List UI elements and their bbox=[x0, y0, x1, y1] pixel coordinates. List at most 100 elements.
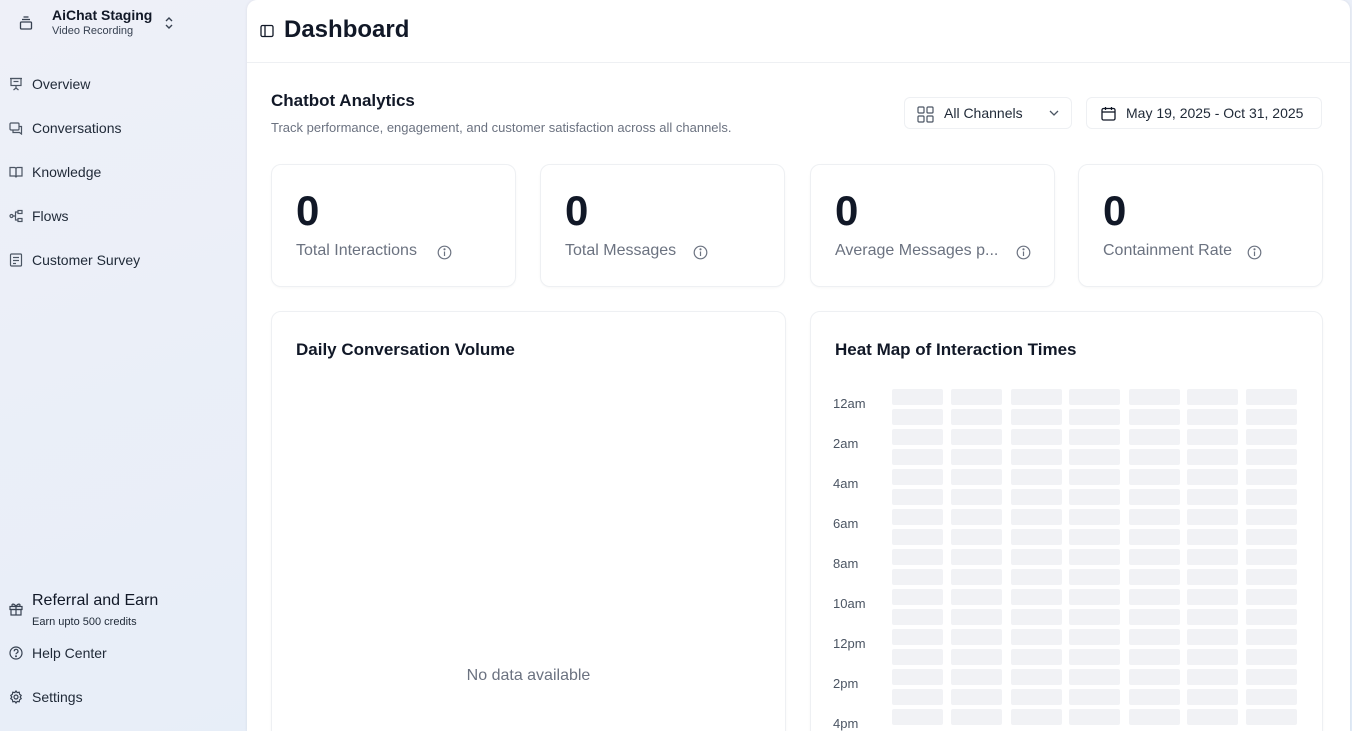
heatmap-cell bbox=[1011, 529, 1062, 545]
heatmap-cell bbox=[1246, 549, 1297, 565]
heatmap-cell bbox=[892, 509, 943, 525]
heatmap-cell bbox=[951, 529, 1002, 545]
heatmap-cell bbox=[1129, 589, 1180, 605]
heatmap-row-label: 12pm bbox=[833, 636, 866, 651]
sidebar-item-conversations[interactable]: Conversations bbox=[0, 110, 247, 146]
heatmap-cell bbox=[892, 609, 943, 625]
heatmap-cell bbox=[1187, 649, 1238, 665]
heatmap-cell bbox=[1246, 709, 1297, 725]
date-range-picker[interactable]: May 19, 2025 - Oct 31, 2025 bbox=[1086, 97, 1322, 129]
heatmap-cell bbox=[1011, 449, 1062, 465]
heatmap-cell bbox=[1187, 669, 1238, 685]
sidebar-item-label: Overview bbox=[32, 76, 91, 92]
heatmap-cell bbox=[1069, 489, 1120, 505]
sidebar-item-overview[interactable]: Overview bbox=[0, 66, 247, 102]
heatmap-cell bbox=[951, 549, 1002, 565]
heatmap-cell bbox=[951, 469, 1002, 485]
presentation-icon bbox=[10, 77, 22, 91]
heatmap-cell bbox=[1129, 549, 1180, 565]
heatmap-cell bbox=[1187, 709, 1238, 725]
heatmap-row-label: 2am bbox=[833, 436, 859, 451]
gear-icon bbox=[9, 690, 23, 704]
heatmap-cell bbox=[1246, 409, 1297, 425]
heatmap-cell bbox=[1129, 649, 1180, 665]
referral-subtitle: Earn upto 500 credits bbox=[32, 616, 137, 628]
heatmap-cell bbox=[1246, 609, 1297, 625]
heatmap-cell bbox=[1011, 569, 1062, 585]
heatmap-cell bbox=[1129, 569, 1180, 585]
heatmap-row-label: 4am bbox=[833, 476, 859, 491]
heatmap-cell bbox=[1246, 569, 1297, 585]
heatmap-row-label: 6am bbox=[833, 516, 859, 531]
stat-card-average-messages: 0 Average Messages p... bbox=[810, 164, 1055, 287]
heatmap-cell bbox=[1129, 509, 1180, 525]
sidebar-item-label: Flows bbox=[32, 208, 69, 224]
heatmap-cell bbox=[1129, 389, 1180, 405]
settings-label: Settings bbox=[32, 689, 83, 705]
workspace-switcher[interactable]: AiChat Staging Video Recording bbox=[0, 0, 247, 50]
heatmap-cell bbox=[1069, 389, 1120, 405]
info-icon[interactable] bbox=[1247, 245, 1262, 260]
heatmap-cell bbox=[1011, 549, 1062, 565]
sidebar-toggle-icon[interactable] bbox=[260, 24, 274, 38]
empty-state-text: No data available bbox=[466, 667, 591, 684]
stat-value: 0 bbox=[565, 187, 589, 234]
heatmap-row-label: 8am bbox=[833, 556, 859, 571]
heatmap-cell bbox=[1069, 629, 1120, 645]
analytics-title: Chatbot Analytics bbox=[271, 91, 415, 110]
heatmap-cell bbox=[1187, 689, 1238, 705]
book-icon bbox=[9, 166, 23, 178]
stat-card-containment-rate: 0 Containment Rate bbox=[1078, 164, 1323, 287]
settings-link[interactable]: Settings bbox=[0, 679, 247, 715]
referral-title: Referral and Earn bbox=[32, 592, 159, 609]
workspace-subtitle: Video Recording bbox=[52, 25, 134, 37]
heatmap-row-label: 2pm bbox=[833, 676, 859, 691]
heatmap-cell bbox=[951, 509, 1002, 525]
heatmap-cell bbox=[1187, 389, 1238, 405]
heatmap-cell bbox=[1069, 709, 1120, 725]
heatmap-cell bbox=[1011, 409, 1062, 425]
heatmap-cell bbox=[1011, 429, 1062, 445]
chevron-up-down-icon bbox=[165, 17, 173, 29]
heatmap-cell bbox=[1069, 689, 1120, 705]
heatmap-cell bbox=[1129, 709, 1180, 725]
referral-link[interactable]: Referral and Earn Earn upto 500 credits bbox=[0, 588, 247, 634]
heatmap-cell bbox=[1187, 409, 1238, 425]
daily-volume-title: Daily Conversation Volume bbox=[296, 340, 515, 359]
heatmap-cell bbox=[1069, 409, 1120, 425]
heatmap-cell bbox=[951, 709, 1002, 725]
sidebar-item-customer-survey[interactable]: Customer Survey bbox=[0, 242, 247, 278]
info-icon[interactable] bbox=[437, 245, 452, 260]
heatmap-cell bbox=[1011, 669, 1062, 685]
heatmap-cell bbox=[1246, 469, 1297, 485]
sidebar-item-knowledge[interactable]: Knowledge bbox=[0, 154, 247, 190]
heatmap-cell bbox=[1246, 449, 1297, 465]
heatmap-title: Heat Map of Interaction Times bbox=[835, 340, 1077, 359]
heatmap-cell bbox=[1069, 449, 1120, 465]
top-bar: Dashboard bbox=[247, 0, 1350, 63]
heatmap-cell bbox=[951, 449, 1002, 465]
sidebar-item-label: Knowledge bbox=[32, 164, 102, 180]
heatmap-cell bbox=[1187, 469, 1238, 485]
calendar-icon bbox=[1101, 107, 1116, 121]
info-icon[interactable] bbox=[1016, 245, 1031, 260]
heatmap-cell bbox=[1129, 429, 1180, 445]
heatmap-cell bbox=[1129, 489, 1180, 505]
heatmap-cell bbox=[951, 649, 1002, 665]
stat-label: Total Interactions bbox=[296, 242, 417, 259]
heatmap-cell bbox=[1129, 609, 1180, 625]
channel-select[interactable]: All Channels bbox=[904, 97, 1072, 129]
heatmap-cell bbox=[1011, 489, 1062, 505]
info-icon[interactable] bbox=[693, 245, 708, 260]
heatmap-cell bbox=[1187, 629, 1238, 645]
chevron-down-icon bbox=[1049, 110, 1059, 116]
heatmap-cell bbox=[1129, 449, 1180, 465]
sidebar-item-label: Customer Survey bbox=[32, 252, 141, 268]
help-center-link[interactable]: Help Center bbox=[0, 635, 247, 671]
heatmap-cell bbox=[892, 449, 943, 465]
sidebar-item-flows[interactable]: Flows bbox=[0, 198, 247, 234]
heatmap-cell bbox=[1069, 549, 1120, 565]
heatmap-cell bbox=[1187, 449, 1238, 465]
heatmap-cell bbox=[892, 629, 943, 645]
heatmap-cell bbox=[951, 689, 1002, 705]
